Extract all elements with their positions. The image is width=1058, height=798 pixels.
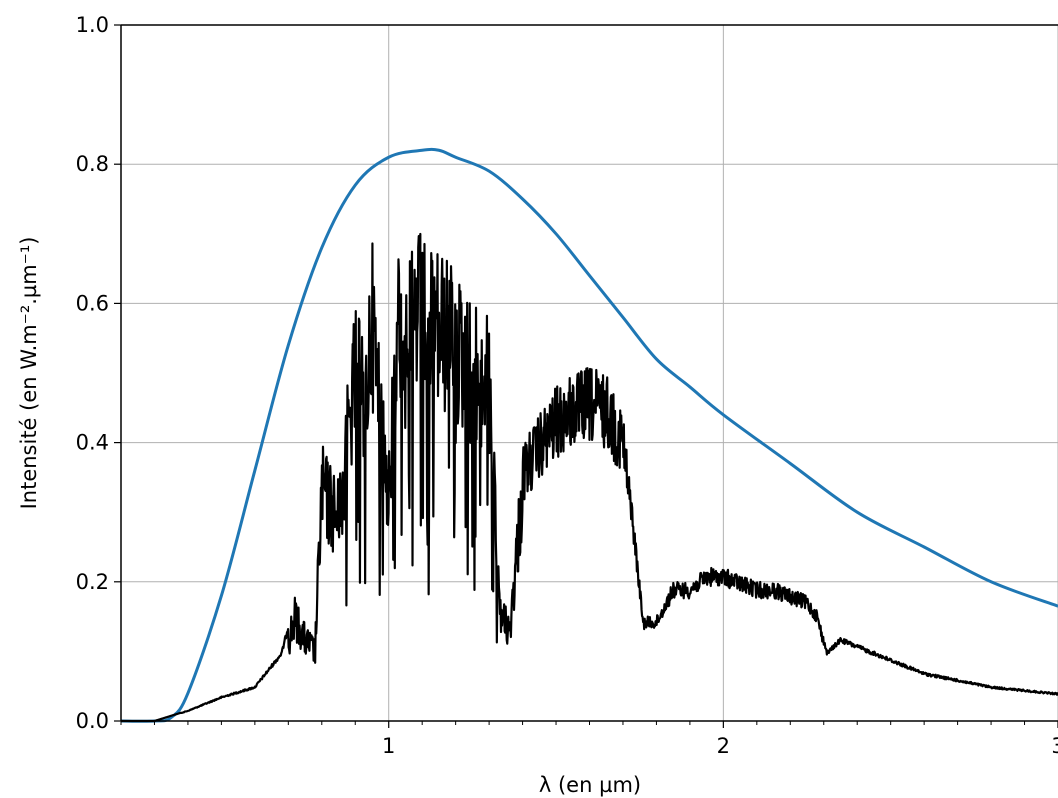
- y-tick-label: 1.0: [76, 13, 109, 37]
- x-tick-label: 3: [1051, 734, 1058, 758]
- y-tick-label: 0.6: [76, 291, 109, 315]
- y-tick-label: 0.0: [76, 709, 109, 733]
- blackbody-series: [120, 147, 1058, 723]
- y-tick-label: 0.8: [76, 152, 109, 176]
- x-axis-label: λ (en µm): [539, 773, 641, 797]
- spectrum-series: [120, 232, 1058, 723]
- series-layer: [120, 147, 1058, 723]
- x-tick-label: 2: [717, 734, 730, 758]
- y-tick-label: 0.4: [76, 431, 109, 455]
- x-tick-label: 1: [382, 734, 395, 758]
- ticks: 0.0 0.2 0.4 0.6 0.8 1.0 1 2 3: [76, 13, 1058, 758]
- y-tick-label: 0.2: [76, 570, 109, 594]
- y-axis-label: Intensité (en W.m⁻².µm⁻¹): [17, 237, 41, 510]
